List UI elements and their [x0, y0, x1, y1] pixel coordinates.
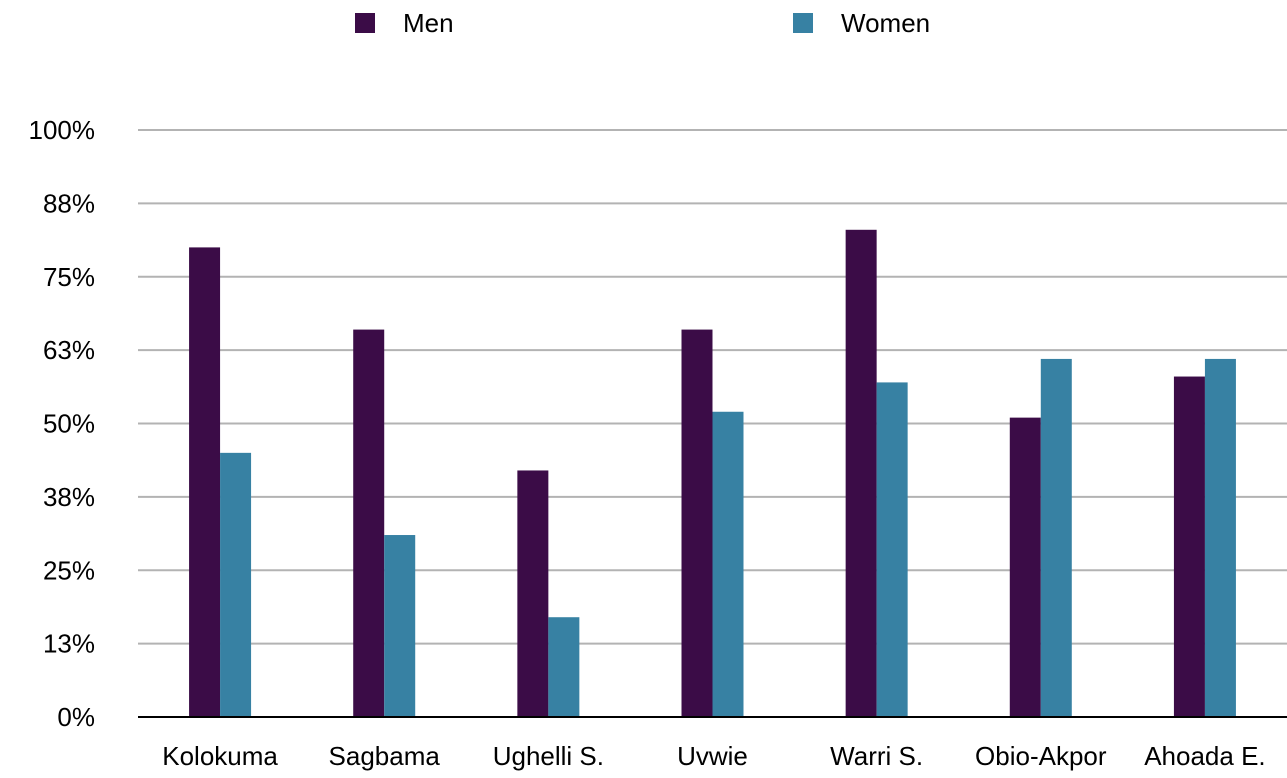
x-tick-label: Warri S. [830, 741, 923, 771]
bars [189, 229, 1236, 718]
y-tick-label: 63% [43, 335, 95, 365]
legend-swatch-women [793, 13, 813, 33]
y-tick-label: 13% [43, 629, 95, 659]
y-tick-label: 50% [43, 409, 95, 439]
bar-women-warri-s- [876, 382, 908, 717]
bar-men-kolokuma [189, 247, 221, 717]
bar-men-obio-akpor [1009, 417, 1041, 717]
bar-men-sagbama [353, 329, 385, 717]
y-tick-label: 25% [43, 555, 95, 585]
x-tick-label: Sagbama [329, 741, 441, 771]
bar-men-ughelli-s- [517, 470, 549, 717]
legend: Men Women [355, 8, 930, 38]
y-tick-label: 75% [43, 262, 95, 292]
x-tick-label: Ahoada E. [1144, 741, 1265, 771]
y-tick-label: 100% [29, 115, 96, 145]
bar-men-ahoada-e- [1173, 376, 1205, 717]
legend-swatch-men [355, 13, 375, 33]
bar-men-warri-s- [845, 229, 877, 718]
y-tick-label: 0% [57, 702, 95, 732]
bar-women-ughelli-s- [548, 617, 580, 717]
y-tick-label: 88% [43, 188, 95, 218]
x-tick-label: Kolokuma [162, 741, 278, 771]
x-axis: Kolokuma Sagbama Ughelli S. Uvwie Warri S. Ob… [138, 716, 1287, 771]
x-tick-label: Ughelli S. [493, 741, 604, 771]
x-tick-label: Obio-Akpor [975, 741, 1107, 771]
bar-women-kolokuma [220, 452, 252, 717]
bar-women-ahoada-e- [1204, 358, 1236, 717]
bar-men-uvwie [681, 329, 713, 717]
bar-women-obio-akpor [1040, 358, 1072, 717]
x-tick-label: Uvwie [677, 741, 748, 771]
y-axis: 0% 13% 25% 38% 50% 63% 75% 88% 100% [29, 115, 96, 732]
legend-label-men: Men [403, 8, 454, 38]
bar-women-sagbama [384, 535, 416, 717]
bar-women-uvwie [712, 411, 744, 717]
y-tick-label: 38% [43, 482, 95, 512]
legend-label-women: Women [841, 8, 930, 38]
